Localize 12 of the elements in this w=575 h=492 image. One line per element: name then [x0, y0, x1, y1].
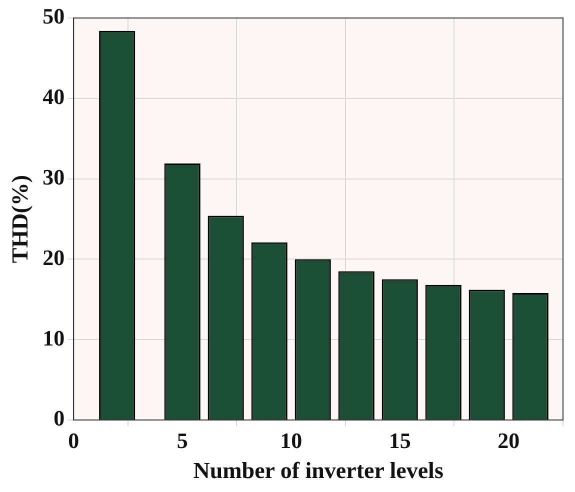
x-tick-label: 15 [388, 428, 411, 453]
x-axis-title: Number of inverter levels [193, 458, 444, 484]
y-tick-label: 50 [42, 4, 65, 29]
x-tick-label: 5 [176, 428, 188, 453]
y-tick-label: 40 [42, 84, 65, 110]
y-tick-label: 20 [42, 244, 65, 270]
y-axis-title: THD(%) [8, 174, 33, 264]
y-tick-label: 10 [42, 325, 65, 350]
y-tick-label: 30 [42, 164, 65, 190]
y-tick-label: 0 [54, 406, 65, 431]
x-tick-label: 20 [498, 428, 520, 453]
x-tick-label: 10 [280, 428, 302, 453]
